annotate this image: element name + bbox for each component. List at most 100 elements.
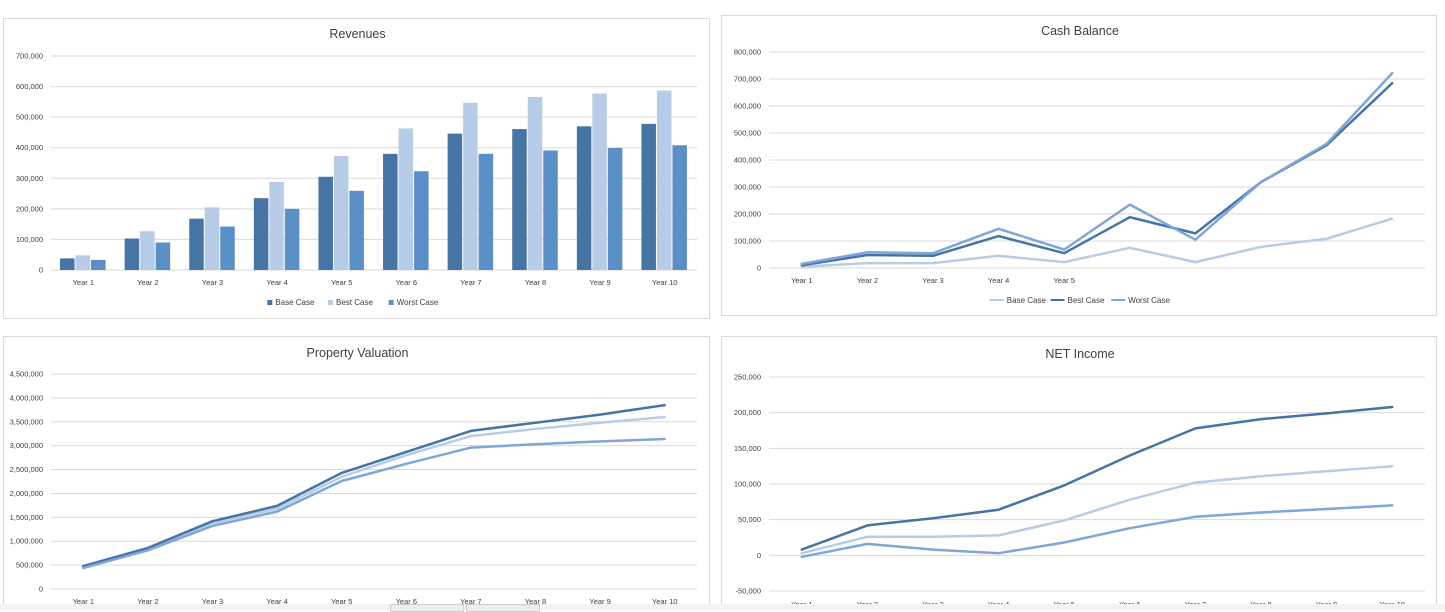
x-tick-label: Year 7 [460,278,481,287]
legend-label: Base Case [1007,296,1047,305]
bar-base-case [253,198,269,270]
bar-base-case [318,176,333,270]
bar-base-case [383,153,398,270]
bar-base-case [447,133,463,270]
bar-worst-case [543,150,558,270]
bar-best-case [75,255,91,270]
series-line-1 [82,415,666,568]
y-tick-label: 2,000,000 [10,489,43,498]
y-tick-label: 600,000 [16,82,43,91]
x-tick-label: Year 1 [791,276,812,285]
property-valuation-chart-svg: Property Valuation 0 500,000 1,000,000 1,500… [10,346,697,606]
bar-worst-case [478,153,494,270]
x-tick-label: Year 4 [266,597,287,606]
y-tick-label: 3,500,000 [10,417,43,426]
series-line-worst-case [800,71,1394,266]
legend-label: Worst Case [1128,296,1170,305]
bar-worst-case [607,148,623,270]
y-tick-label: 100,000 [16,235,43,244]
y-tick-label: 0 [757,551,761,560]
x-tick-label: Year 8 [525,597,546,606]
chart-title: NET Income [1045,347,1114,361]
x-tick-label: Year 4 [266,278,287,287]
y-tick-label: 100,000 [734,480,761,489]
net-income-chart-svg: NET Income -50,000 0 50,000 100,000 150,000 20… [734,347,1425,609]
chart-title: Property Valuation [307,346,409,360]
bar-worst-case [284,208,300,270]
cash-balance-chart-svg: Cash Balance 0 100,000 200,000 300,000 400,00… [734,24,1425,305]
y-tick-label: 0 [39,266,43,275]
x-tick-label: Year 2 [137,597,158,606]
revenues-chart-svg: Revenues 0 100,000 200,000 300,000 400,000 500… [16,27,697,307]
y-tick-label: 4,000,000 [10,393,43,402]
bar-best-case [656,90,672,270]
bar-base-case [512,129,527,270]
bar-worst-case [220,226,235,270]
y-tick-label: 1,000,000 [10,537,43,546]
y-tick-label: 1,500,000 [10,513,43,522]
bar-base-case [641,123,656,271]
series-line-2 [82,403,666,568]
chart-title: Revenues [329,27,385,41]
bar-best-case [204,207,220,270]
x-tick-label: Year 4 [988,276,1009,285]
x-tick-label: Year 6 [396,278,417,287]
bar-best-case [398,128,414,270]
y-tick-label: 4,500,000 [10,370,43,379]
sheet-tab-2[interactable] [466,604,540,612]
sheet-tab-1[interactable] [390,604,464,612]
legend-swatch [328,300,333,305]
y-tick-label: 200,000 [16,204,43,213]
x-tick-label: Year 3 [202,597,223,606]
bar-base-case [189,218,204,270]
legend-swatch [267,300,273,305]
series-line-best-case [800,81,1394,267]
legend-label: Best Case [1068,296,1105,305]
legend-label: Best Case [336,298,373,307]
x-tick-label: Year 10 [652,597,678,606]
x-tick-label: Year 5 [1053,276,1074,285]
y-tick-label: -50,000 [736,587,761,596]
x-tick-label: Year 3 [922,276,943,285]
y-tick-label: 150,000 [734,444,761,453]
x-tick-label: Year 2 [857,276,878,285]
bar-worst-case [91,259,106,270]
y-tick-label: 200,000 [734,408,761,417]
legend-label: Worst Case [397,298,439,307]
y-tick-label: 500,000 [16,113,43,122]
y-tick-label: 250,000 [734,373,761,382]
x-tick-label: Year 2 [137,278,158,287]
legend-swatch [388,300,394,305]
bar-worst-case [414,171,429,270]
x-tick-label: Year 5 [331,278,352,287]
series-line-1 [800,464,1394,555]
bar-base-case [124,238,140,270]
bar-worst-case [349,190,364,270]
x-tick-label: Year 9 [589,597,610,606]
x-tick-label: Year 1 [73,597,94,606]
series-line-3 [800,504,1394,559]
bar-best-case [463,102,478,270]
series-line-base-case [800,217,1394,268]
y-tick-label: 500,000 [16,561,43,570]
y-tick-label: 800,000 [734,48,761,57]
bar-best-case [140,231,155,270]
y-tick-label: 100,000 [734,237,761,246]
y-tick-label: 700,000 [734,75,761,84]
y-tick-label: 700,000 [16,52,43,61]
x-tick-label: Year 6 [396,597,417,606]
y-tick-label: 3,000,000 [10,441,43,450]
y-tick-label: 400,000 [734,156,761,165]
x-tick-label: Year 8 [525,278,546,287]
y-tick-label: 50,000 [738,515,761,524]
x-tick-label: Year 3 [202,278,223,287]
y-tick-label: 300,000 [734,183,761,192]
sheet-tab-strip [0,604,1445,610]
x-tick-label: Year 5 [331,597,352,606]
revenues-chart: Revenues 0 100,000 200,000 300,000 400,000 500… [3,18,710,319]
series-line-2 [800,405,1394,551]
bar-best-case [527,96,543,270]
x-tick-label: Year 9 [589,278,610,287]
cash-balance-chart: Cash Balance 0 100,000 200,000 300,000 400,00… [721,15,1437,316]
x-tick-label: Year 1 [73,278,94,287]
